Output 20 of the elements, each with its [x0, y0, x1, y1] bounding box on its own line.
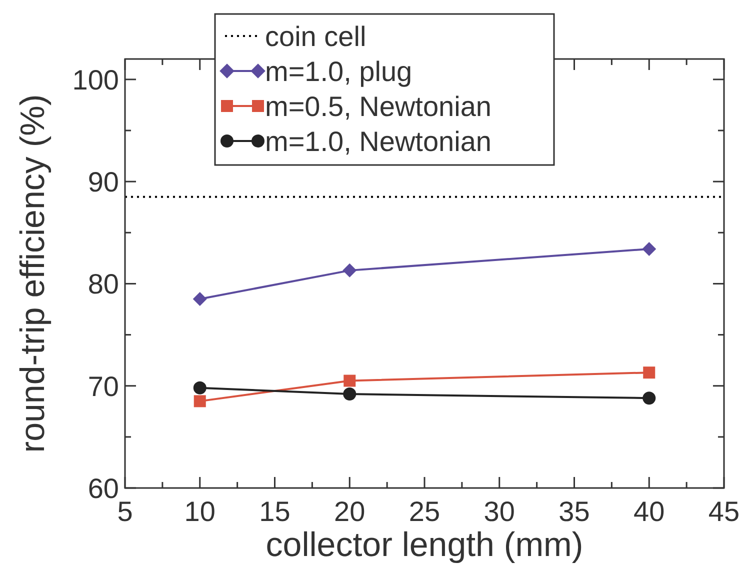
x-tick-label: 15: [259, 496, 290, 527]
y-tick-label: 70: [88, 370, 119, 402]
x-tick-label: 40: [634, 496, 665, 527]
y-axis-title: round-trip efficiency (%): [14, 94, 52, 453]
legend-label: coin cell: [265, 21, 366, 52]
y-tick-label: 60: [88, 473, 119, 504]
x-tick-label: 5: [117, 496, 133, 527]
x-tick-label: 10: [184, 496, 216, 527]
y-tick-label: 100: [72, 64, 119, 96]
x-tick-label: 35: [558, 496, 590, 527]
y-tick-label: 80: [88, 268, 119, 300]
x-tick-label: 45: [708, 496, 740, 527]
x-tick-label: 30: [484, 496, 515, 527]
legend-label: m=0.5, Newtonian: [265, 91, 492, 122]
legend-label: m=1.0, Newtonian: [265, 126, 492, 157]
y-tick-label: 90: [88, 166, 119, 198]
x-tick-label: 20: [334, 496, 366, 527]
x-tick-label: 25: [408, 496, 440, 527]
legend-label: m=1.0, plug: [265, 56, 412, 87]
x-axis-title: collector length (mm): [266, 526, 584, 564]
